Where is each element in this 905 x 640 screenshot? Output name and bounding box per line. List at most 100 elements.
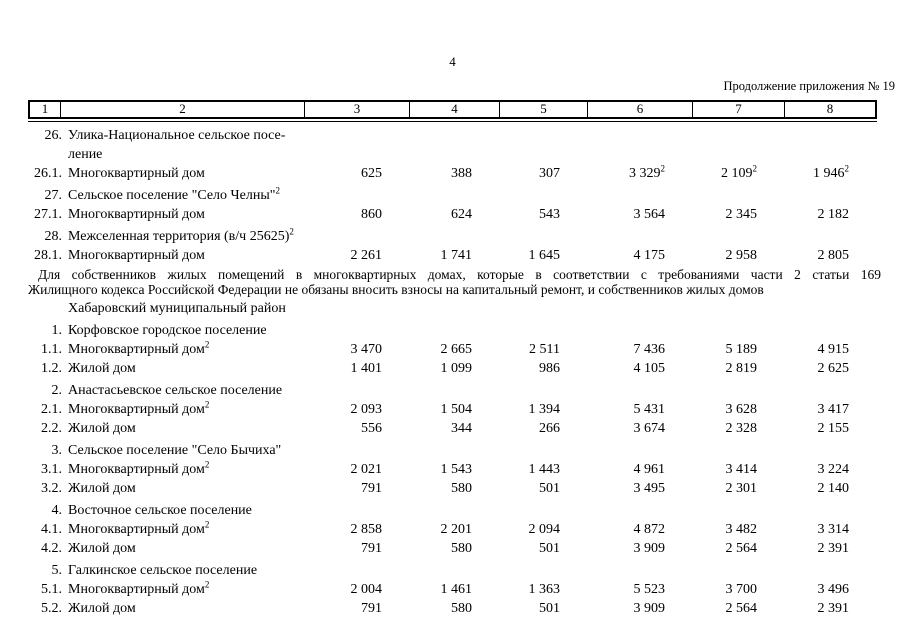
table-header-cell: 6 [588, 102, 693, 117]
table-row: 3.2. Жилой дом 791 580 501 3 495 2 301 2 140 [0, 479, 905, 498]
table-cell-value: 580 [451, 601, 472, 616]
table-cell-value: 501 [539, 601, 560, 616]
row-label: Многоквартирный дом2 [68, 339, 210, 357]
table-cell-value: 580 [451, 481, 472, 496]
row-label: Многоквартирный дом2 [68, 519, 210, 537]
table-cell-value: 2 805 [817, 248, 850, 263]
row-number: 5.2. [41, 601, 62, 616]
table-cell-value: 5 431 [633, 402, 666, 417]
row-label: Многоквартирный дом2 [68, 399, 210, 417]
row-label: Улика-Национальное сельское посе- ление [68, 128, 286, 162]
row-number: 28.1. [34, 248, 62, 263]
table-cell-value: 860 [361, 207, 382, 222]
row-label: Анастасьевское сельское поселение [68, 383, 283, 398]
table-cell-value: 3 909 [633, 541, 666, 556]
table-cell-value: 4 961 [633, 462, 666, 477]
table-row: 1.2. Жилой дом 1 401 1 099 986 4 105 2 819 2 62… [0, 359, 905, 378]
table-row: 1. Корфовское городское поселение [0, 321, 905, 340]
footnote-marker: 2 [752, 163, 758, 174]
row-number: 2. [51, 383, 63, 398]
table-cell-value: 4 915 [817, 342, 850, 357]
page-number: 4 [449, 54, 456, 69]
row-label: Многоквартирный дом2 [68, 459, 210, 477]
table-cell-value: 1 401 [350, 361, 383, 376]
table-cell-value: 3 470 [350, 342, 383, 357]
table-cell-value: 1 394 [528, 402, 561, 417]
row-label: Восточное сельское поселение [68, 503, 252, 518]
table-cell-value: 2 182 [817, 207, 850, 222]
table-cell-value: 1 543 [440, 462, 473, 477]
table-cell-value: 986 [539, 361, 560, 376]
table-header-cell: 7 [693, 102, 785, 117]
row-number: 4.2. [41, 541, 62, 556]
table-cell-value: 556 [361, 421, 382, 436]
note-paragraph: Для собственников жилых помещений в мног… [0, 267, 905, 297]
note-line: Для собственников жилых помещений в мног… [38, 267, 881, 282]
table-cell-value: 3 496 [817, 582, 850, 597]
row-number: 27.1. [34, 207, 62, 222]
table-cell-value: 266 [539, 421, 560, 436]
row-label: Галкинское сельское поселение [68, 563, 258, 578]
table-cell-value: 2 564 [725, 541, 758, 556]
table-row: 2.1. Многоквартирный дом2 2 093 1 504 1 394 5… [0, 400, 905, 419]
table-row: 4.1. Многоквартирный дом2 2 858 2 201 2 094 4… [0, 520, 905, 539]
table-cell-value: 3 417 [817, 402, 850, 417]
table-cell-value: 1 363 [528, 582, 561, 597]
row-number: 28. [44, 229, 63, 244]
row-label: Многоквартирный дом [68, 207, 205, 222]
table-cell-value: 3 674 [633, 421, 666, 436]
table-cell-value: 1 504 [440, 402, 473, 417]
table-header-cell: 3 [305, 102, 410, 117]
table-cell-value: 2 665 [440, 342, 473, 357]
row-label: Жилой дом [68, 421, 136, 436]
row-number: 4.1. [41, 522, 62, 537]
table-cell-value: 625 [361, 166, 382, 181]
table-cell-value: 3 314 [817, 522, 850, 537]
table-cell-value: 307 [539, 166, 560, 181]
table-cell-value: 791 [361, 481, 382, 496]
table-row: 27.1. Многоквартирный дом 860 624 543 3 564 2 … [0, 205, 905, 224]
table-cell-value: 2 1092 [721, 163, 758, 181]
table-cell-value: 1 099 [440, 361, 473, 376]
row-label: Жилой дом [68, 481, 136, 496]
table-row: Хабаровский муниципальный район [0, 299, 905, 318]
row-label: Межселенная территория (в/ч 25625)2 [68, 226, 294, 244]
table-cell-value: 2 201 [440, 522, 473, 537]
table-cell-value: 1 741 [440, 248, 473, 263]
table-cell-value: 2 564 [725, 601, 758, 616]
table-cell-value: 1 443 [528, 462, 561, 477]
table-cell-value: 388 [451, 166, 472, 181]
row-label: Хабаровский муниципальный район [68, 301, 286, 316]
table-header-cell: 4 [410, 102, 500, 117]
table-cell-value: 2 958 [725, 248, 758, 263]
table-row: 26. Улика-Национальное сельское посе- лен… [0, 126, 905, 164]
table-cell-value: 3 495 [633, 481, 666, 496]
table-cell-value: 4 105 [633, 361, 666, 376]
table-header-underline [28, 121, 877, 122]
table-cell-value: 3 224 [817, 462, 850, 477]
footnote-marker: 2 [204, 339, 210, 350]
table-header-cell: 8 [826, 101, 834, 116]
table-cell-value: 3 628 [725, 402, 758, 417]
table-cell-value: 2 155 [817, 421, 850, 436]
table-cell-value: 5 189 [725, 342, 758, 357]
footnote-marker: 2 [204, 459, 210, 470]
table-cell-value: 791 [361, 541, 382, 556]
row-number: 3. [51, 443, 63, 458]
table-cell-value: 4 872 [633, 522, 666, 537]
table-cell-value: 2 625 [817, 361, 850, 376]
footnote-marker: 2 [204, 519, 210, 530]
table-cell-value: 501 [539, 541, 560, 556]
table-cell-value: 344 [451, 421, 472, 436]
footnote-marker: 2 [204, 399, 210, 410]
table-cell-value: 3 414 [725, 462, 758, 477]
row-number: 1.2. [41, 361, 62, 376]
table-cell-value: 2 819 [725, 361, 758, 376]
footnote-marker: 2 [289, 226, 294, 237]
row-number: 5. [51, 563, 63, 578]
row-label: Многоквартирный дом [68, 166, 205, 181]
row-label: Жилой дом [68, 601, 136, 616]
table-row: 28.1. Многоквартирный дом 2 261 1 741 1 645 4… [0, 246, 905, 265]
row-number: 26. [44, 128, 63, 143]
